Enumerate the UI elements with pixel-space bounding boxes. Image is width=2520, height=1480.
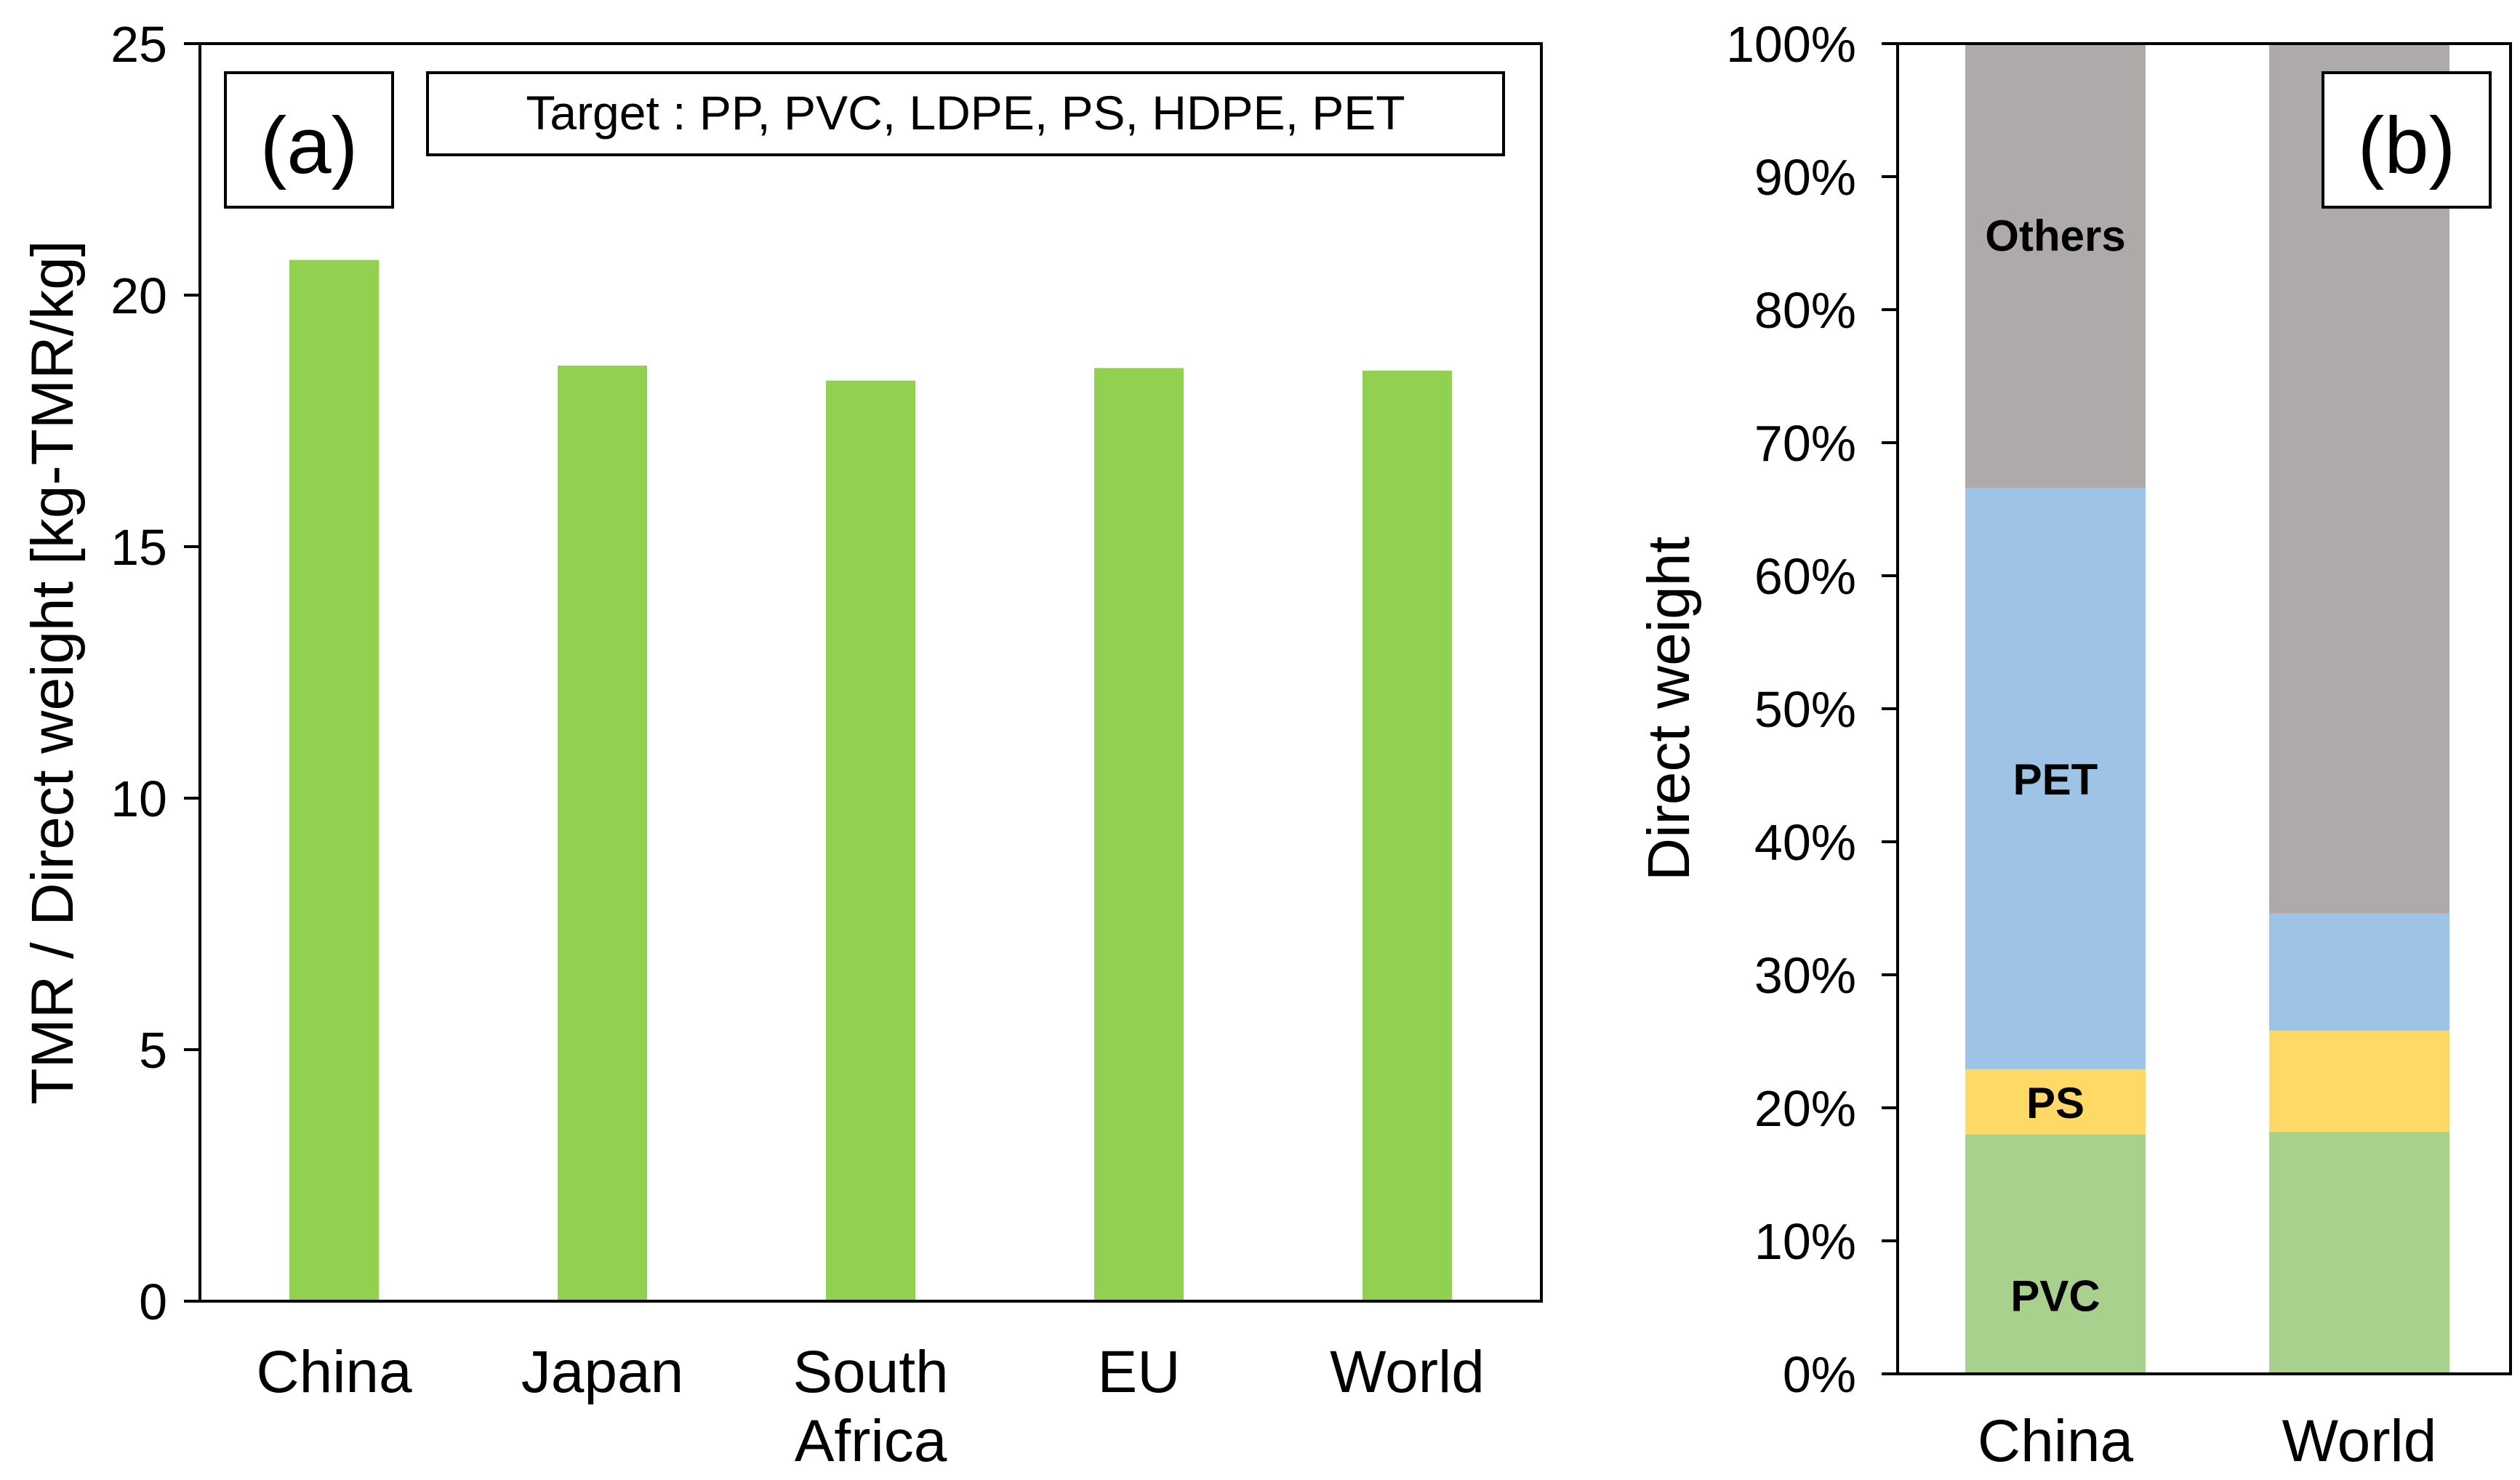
panel-a-y-tick-label: 25 bbox=[111, 16, 167, 73]
panel-b-y-tick-label: 100% bbox=[1726, 16, 1856, 73]
panel-a-x-tick-label: EU bbox=[1098, 1339, 1181, 1405]
bar-eu bbox=[1094, 368, 1184, 1302]
panel-b-y-tick-label: 90% bbox=[1754, 149, 1856, 206]
panel-a-y-tick-label: 10 bbox=[111, 771, 167, 827]
panel-a-x-tick-label: China bbox=[256, 1339, 412, 1405]
bar-china bbox=[289, 260, 379, 1301]
panel-b-y-tick-label: 0% bbox=[1783, 1346, 1856, 1403]
panel-b-y-tick-label: 50% bbox=[1754, 681, 1856, 738]
panel-a-y-tick-label: 5 bbox=[139, 1022, 167, 1079]
panel-a-y-tick-label: 15 bbox=[111, 519, 167, 576]
segment-china-ps bbox=[1965, 1069, 2146, 1135]
bar-south-africa bbox=[826, 380, 915, 1301]
segment-china-pet bbox=[1965, 488, 2146, 1069]
panel-b-y-tick-label: 40% bbox=[1754, 814, 1856, 871]
panel-a-y-tick-label: 20 bbox=[111, 268, 167, 324]
target-annotation-box bbox=[426, 71, 1505, 156]
panel-a-x-tick-label: Japan bbox=[521, 1339, 683, 1405]
panel-a-x-tick-label: South Africa bbox=[792, 1339, 948, 1474]
segment-label-ps: PS bbox=[2026, 1079, 2084, 1127]
segment-world-pet bbox=[2269, 913, 2449, 1031]
panel-a-y-axis-label: TMR / Direct weight [kg-TMR/kg] bbox=[20, 240, 86, 1104]
panel-b-y-axis-label: Direct weight bbox=[1636, 536, 1702, 881]
segment-world-pvc bbox=[2269, 1131, 2449, 1374]
segment-label-others: Others bbox=[1985, 212, 2125, 260]
panel-a-plot-frame bbox=[198, 42, 1543, 1303]
panel-b-x-tick-label: China bbox=[1978, 1408, 2134, 1474]
panel-b-label-box bbox=[2322, 71, 2492, 209]
segment-china-others bbox=[1965, 44, 2146, 488]
segment-label-pet: PET bbox=[2013, 755, 2098, 804]
panel-b-y-tick-label: 20% bbox=[1754, 1080, 1856, 1137]
panel-a-y-tick-label: 0 bbox=[139, 1274, 167, 1330]
panel-a-x-tick-label: World bbox=[1330, 1339, 1485, 1405]
bar-world bbox=[1363, 370, 1452, 1301]
panel-a-label-box bbox=[224, 71, 394, 209]
segment-label-pvc: PVC bbox=[2010, 1271, 2100, 1320]
panel-b-y-tick-label: 80% bbox=[1754, 282, 1856, 339]
panel-b-x-tick-label: World bbox=[2282, 1408, 2437, 1474]
panel-b-y-tick-label: 60% bbox=[1754, 548, 1856, 605]
panel-b-y-tick-label: 70% bbox=[1754, 415, 1856, 472]
panel-b-label: (b) bbox=[2358, 101, 2455, 190]
panel-b-y-tick-label: 10% bbox=[1754, 1213, 1856, 1270]
panel-b-y-tick-label: 30% bbox=[1754, 947, 1856, 1004]
target-annotation: Target : PP, PVC, LDPE, PS, HDPE, PET bbox=[526, 86, 1405, 140]
bar-japan bbox=[558, 365, 647, 1301]
panel-b-composition-chart: 0% 10% 20% 30% 40% 50% 60% 70% 80% 90% 100% China W… bbox=[1636, 16, 2512, 1474]
segment-china-pvc bbox=[1965, 1134, 2146, 1374]
segment-world-ps bbox=[2269, 1030, 2449, 1132]
panel-a-label: (a) bbox=[260, 101, 358, 190]
